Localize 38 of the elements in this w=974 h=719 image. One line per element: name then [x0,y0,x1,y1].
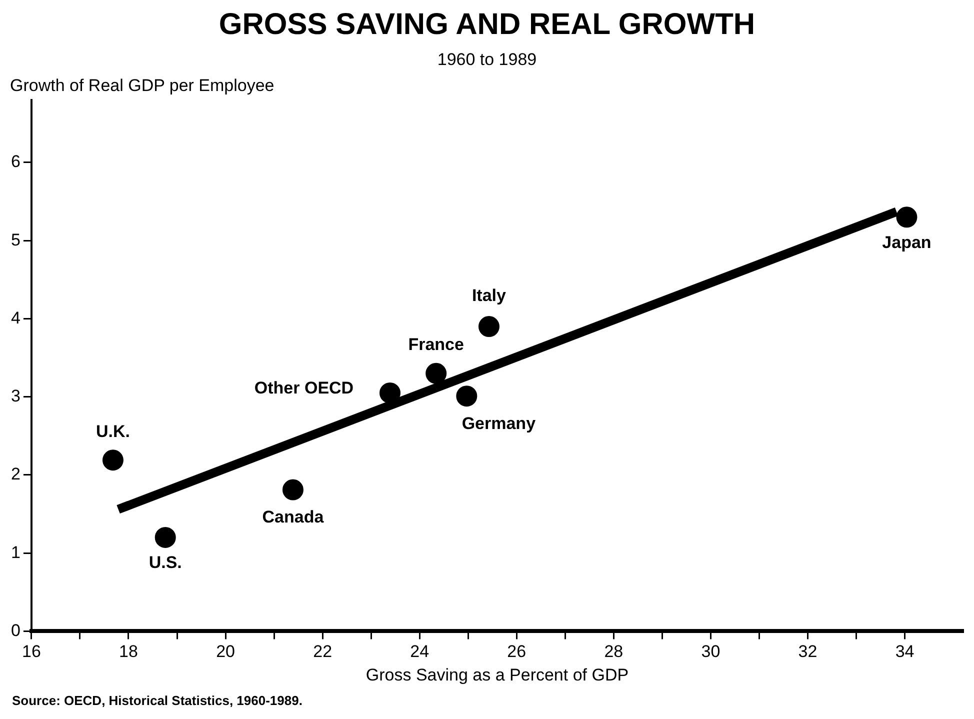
chart-title: GROSS SAVING AND REAL GROWTH [218,8,756,42]
chart-subtitle: 1960 to 1989 [436,50,538,70]
y-tick-label: 4 [10,308,20,328]
x-tick-label: 30 [701,642,720,662]
point [380,382,401,404]
point [102,450,124,471]
y-tick-label: 1 [10,542,20,562]
x-tick-label: 24 [410,642,430,662]
x-axis-title: Gross Saving as a Percent of GDP [366,665,629,684]
y-tick-label: 2 [10,464,20,484]
x-tick-label: 32 [798,642,818,662]
annotation: Japan [882,232,932,252]
y-tick-label: 3 [10,386,20,406]
annotation: Germany [462,414,536,433]
point [426,362,447,384]
point [154,526,176,548]
y-axis-title: Growth of Real GDP per Employee [10,76,274,96]
x-tick-label: 18 [119,642,138,662]
y-tick-label: 0 [10,620,20,640]
source-note: Source: OECD, Historical Statistics, 1960-1989. [12,693,302,708]
x-tick-label: 26 [507,642,526,662]
annotation: Canada [262,507,324,526]
annotation: France [408,335,464,354]
annotation: Other OECD [254,378,354,398]
x-tick-label: 16 [22,642,41,662]
x-tick-label: 22 [313,642,332,662]
y-tick-label: 5 [10,230,20,250]
annotation: Italy [472,286,507,306]
point [896,206,918,228]
point [456,386,478,407]
point [478,316,500,338]
annotation: U.K. [96,422,130,441]
y-tick-label: 6 [10,152,20,172]
x-tick-label: 34 [895,642,914,662]
point [282,479,304,500]
annotation: U.S. [148,553,182,572]
x-tick-label: 28 [604,642,624,662]
x-tick-label: 20 [216,642,235,662]
